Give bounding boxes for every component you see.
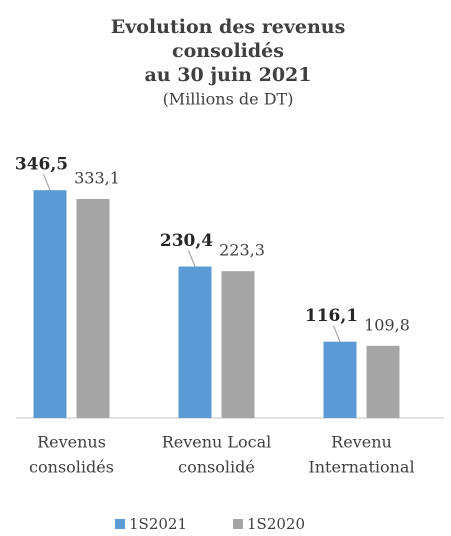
x-tick-label: International <box>308 458 414 477</box>
bar <box>221 271 255 418</box>
x-tick-label: consolidés <box>29 458 114 477</box>
value-label: 333,1 <box>74 168 120 187</box>
x-tick-label: consolidé <box>178 458 255 477</box>
value-label: 116,1 <box>305 306 358 326</box>
x-tick-label: Revenu <box>331 433 392 452</box>
legend-swatch <box>233 519 243 529</box>
bar <box>178 266 212 418</box>
value-label: 109,8 <box>364 315 410 334</box>
legend-label: 1S2021 <box>129 515 187 533</box>
leader-line <box>332 325 341 342</box>
chart-subtitle: (Millions de DT) <box>163 90 294 109</box>
value-label: 230,4 <box>160 231 213 251</box>
chart-title: Evolution des revenus <box>111 16 346 38</box>
chart-title: au 30 juin 2021 <box>144 64 311 86</box>
value-label: 223,3 <box>219 241 265 260</box>
bar <box>366 345 400 418</box>
x-tick-label: Revenus <box>37 433 106 452</box>
value-label: 346,5 <box>15 155 68 175</box>
chart-title: consolidés <box>172 40 284 62</box>
legend-swatch <box>115 519 125 529</box>
bar <box>33 190 67 418</box>
bar <box>76 198 110 418</box>
x-tick-label: Revenu Local <box>162 433 272 452</box>
leader-line <box>187 250 196 267</box>
bar <box>323 341 357 418</box>
leader-line <box>42 173 51 191</box>
legend-label: 1S2020 <box>247 515 305 533</box>
